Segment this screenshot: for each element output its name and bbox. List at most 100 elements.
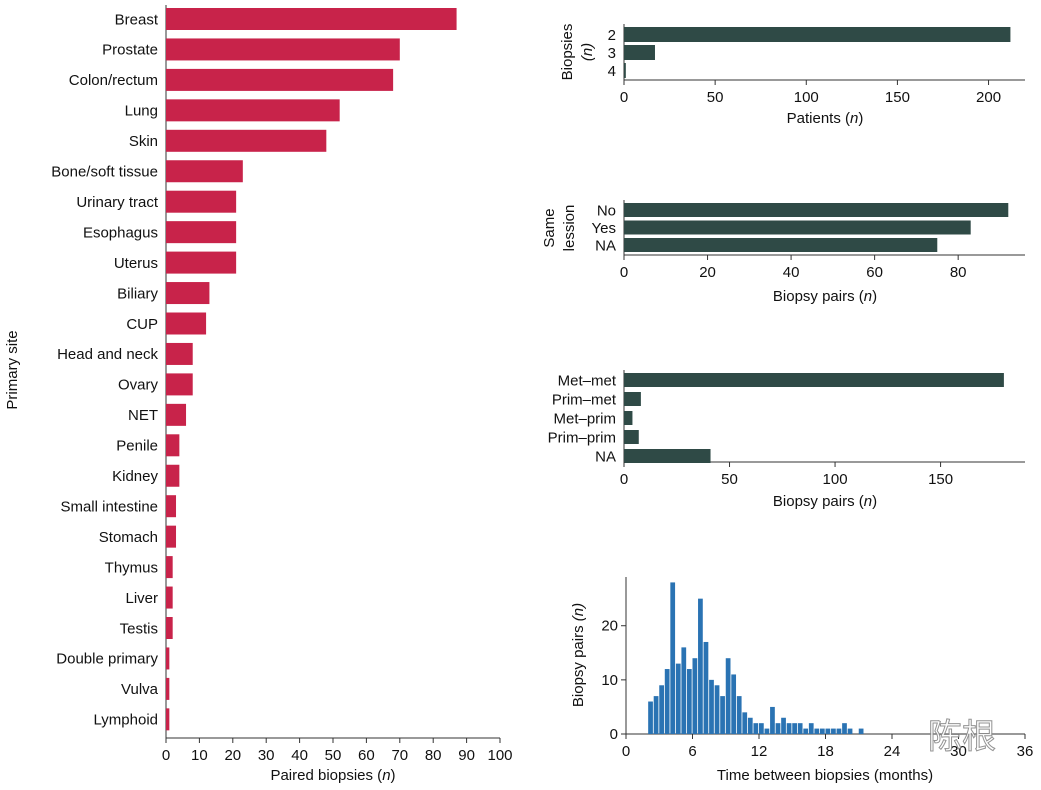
primary-bar	[166, 464, 180, 487]
time-histogram-bar	[731, 674, 737, 734]
primary-bar	[166, 251, 237, 274]
time-histogram-bar	[709, 679, 714, 734]
time-x-tick-label: 0	[622, 743, 630, 760]
time-histogram-bar	[747, 717, 753, 734]
same-lesion-category-label: No	[597, 202, 616, 219]
time-x-tick-label: 30	[950, 743, 967, 760]
time-histogram-bar	[753, 723, 759, 734]
same-lesion-x-tick-label: 40	[783, 264, 800, 281]
biopsies-bar	[624, 45, 655, 60]
same-lesion-bar	[624, 203, 1009, 217]
time-histogram-bar	[659, 685, 664, 734]
biopsies-x-axis-title: Patients (n)	[787, 110, 864, 127]
time-histogram-bar	[703, 641, 709, 734]
primary-bar	[166, 434, 180, 457]
pair-type-x-tick-label: 150	[928, 471, 953, 488]
primary-bar	[166, 495, 177, 518]
primary-category-label: Small intestine	[60, 498, 158, 515]
pair-type-x-tick-label: 100	[823, 471, 848, 488]
time-y-axis-title: Biopsy pairs (n)	[570, 603, 587, 707]
primary-category-label: Thymus	[105, 559, 158, 576]
biopsies-x-tick-label: 150	[885, 89, 910, 106]
primary-category-label: Urinary tract	[76, 194, 159, 211]
same-lesion-x-tick-label: 80	[950, 264, 967, 281]
primary-x-tick-label: 100	[487, 747, 512, 764]
time-x-tick-label: 18	[817, 743, 834, 760]
time-histogram-bar	[814, 728, 820, 734]
time-histogram-bar	[786, 723, 792, 734]
same-lesion-category-label: Yes	[592, 220, 616, 237]
time-histogram-bar	[725, 658, 731, 734]
pair-type-category-label: Met–met	[558, 372, 617, 389]
primary-bar	[166, 190, 237, 213]
time-x-tick-label: 36	[1017, 743, 1034, 760]
time-x-axis-title: Time between biopsies (months)	[717, 767, 933, 784]
pair-type-category-label: Prim–met	[552, 391, 617, 408]
primary-category-label: Lung	[125, 103, 158, 120]
time-x-tick-label: 6	[688, 743, 696, 760]
time-histogram-bar	[714, 685, 720, 734]
biopsies-bar	[624, 63, 626, 78]
time-histogram-bar	[803, 728, 809, 734]
time-histogram-bar	[836, 728, 842, 734]
primary-category-label: Esophagus	[83, 224, 158, 241]
pair-type-x-axis-title: Biopsy pairs (n)	[773, 493, 877, 510]
time-histogram-bar	[858, 728, 864, 734]
pair-type-x-tick-label: 0	[620, 471, 628, 488]
primary-category-label: Stomach	[99, 529, 158, 546]
pair-type-bar	[624, 411, 633, 425]
time-y-tick-label: 10	[601, 672, 618, 689]
time-histogram-bar	[686, 669, 692, 734]
primary-bar	[166, 373, 193, 396]
primary-category-label: Skin	[129, 133, 158, 150]
time-y-tick-label: 0	[610, 726, 618, 743]
pair-type-bar	[624, 392, 641, 406]
same-lesion-x-tick-label: 20	[699, 264, 716, 281]
pair-type-bar	[624, 449, 711, 463]
primary-category-label: Prostate	[102, 42, 158, 59]
primary-bar	[166, 403, 187, 426]
biopsies-x-tick-label: 50	[707, 89, 724, 106]
pair-type-category-label: Met–prim	[553, 410, 616, 427]
primary-category-label: Colon/rectum	[69, 72, 158, 89]
biopsies-bar	[624, 27, 1011, 42]
primary-bar	[166, 342, 193, 365]
biopsies-x-tick-label: 100	[794, 89, 819, 106]
primary-category-label: Ovary	[118, 377, 159, 394]
biopsies-category-label: 3	[608, 45, 616, 62]
primary-y-axis-title: Primary site	[4, 330, 21, 409]
time-histogram-bar	[842, 723, 847, 734]
primary-x-tick-label: 60	[358, 747, 375, 764]
primary-category-label: Liver	[125, 590, 158, 607]
pair-type-bar	[624, 430, 639, 444]
primary-category-label: Head and neck	[57, 346, 158, 363]
primary-category-label: Breast	[115, 11, 159, 28]
biopsies-y-axis-title: Biopsies	[559, 24, 576, 81]
primary-bar	[166, 68, 394, 91]
time-histogram-bar	[681, 647, 687, 734]
time-histogram-bar	[759, 723, 764, 734]
time-histogram-bar	[698, 598, 703, 734]
primary-x-tick-label: 20	[224, 747, 241, 764]
biopsies-category-label: 2	[608, 27, 616, 44]
time-histogram-bar	[742, 712, 748, 734]
time-histogram-bar	[792, 723, 797, 734]
time-histogram-bar	[664, 669, 670, 734]
same-lesion-bar	[624, 220, 971, 235]
primary-bar	[166, 160, 243, 183]
primary-bar	[166, 221, 237, 244]
primary-bar	[166, 99, 340, 122]
time-histogram-bar	[770, 706, 775, 734]
time-y-tick-label: 20	[601, 618, 618, 635]
biopsies-x-tick-label: 0	[620, 89, 628, 106]
primary-x-tick-label: 90	[458, 747, 475, 764]
same-lesion-x-tick-label: 60	[866, 264, 883, 281]
time-x-tick-label: 12	[751, 743, 768, 760]
primary-bar	[166, 647, 170, 670]
primary-category-label: Uterus	[114, 255, 158, 272]
same-lesion-y-axis-title: Same	[541, 208, 558, 247]
time-histogram-bar	[720, 696, 725, 734]
primary-bar	[166, 708, 170, 731]
time-histogram-bar	[670, 582, 676, 734]
